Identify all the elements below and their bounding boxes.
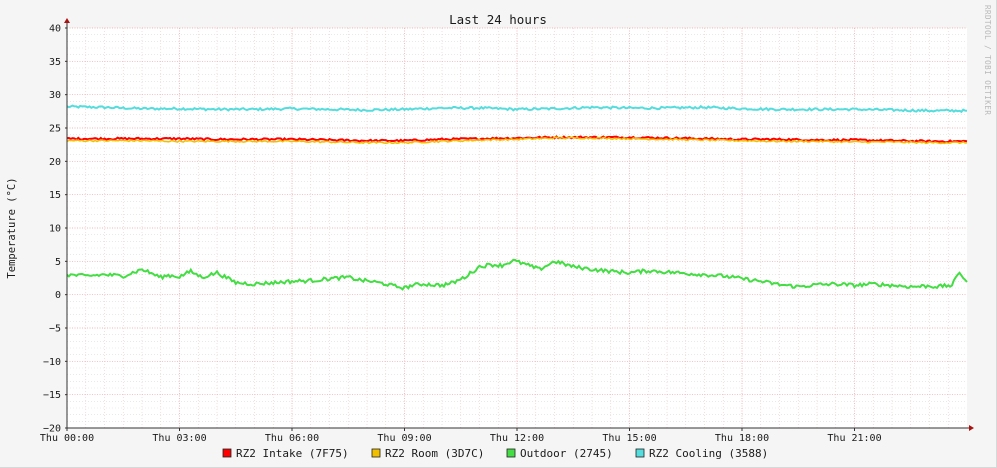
x-tick-label: Thu 12:00 <box>490 433 544 444</box>
y-axis-arrow <box>64 18 70 23</box>
legend-swatch[interactable] <box>506 448 516 458</box>
y-tick-label: 40 <box>49 24 61 35</box>
y-tick-label: 10 <box>49 224 61 235</box>
legend-label[interactable]: RZ2 Room (3D7C) <box>385 447 484 460</box>
x-tick-label: Thu 03:00 <box>152 433 206 444</box>
x-tick-label: Thu 18:00 <box>715 433 769 444</box>
legend-label[interactable]: RZ2 Cooling (3588) <box>649 447 768 460</box>
y-tick-label: 20 <box>49 157 61 168</box>
x-tick-label: Thu 00:00 <box>40 433 94 444</box>
y-tick-label: 15 <box>49 190 61 201</box>
y-tick-label: 35 <box>49 57 61 68</box>
legend: RZ2 Intake (7F75) RZ2 Room (3D7C) Outdoor … <box>222 447 768 460</box>
y-tick-labels: 40 35 30 25 20 15 10 5 0 −5 −10 −15 −20 <box>43 24 61 435</box>
legend-swatch[interactable] <box>371 448 381 458</box>
y-tick-label: 0 <box>55 290 61 301</box>
series-line-3 <box>66 104 968 114</box>
y-tick-label: 25 <box>49 124 61 135</box>
y-tick-label: −20 <box>43 424 61 435</box>
series-layer <box>66 104 968 291</box>
x-tick-label: Thu 21:00 <box>827 433 881 444</box>
chart-title: Last 24 hours <box>449 12 547 27</box>
y-tick-label: −15 <box>43 390 61 401</box>
legend-swatch[interactable] <box>222 448 232 458</box>
series-line-1 <box>66 136 968 145</box>
y-tick-label: 5 <box>55 257 61 268</box>
legend-label[interactable]: RZ2 Intake (7F75) <box>236 447 349 460</box>
x-tick-label: Thu 15:00 <box>602 433 656 444</box>
legend-label[interactable]: Outdoor (2745) <box>520 447 613 460</box>
y-tick-label: 30 <box>49 90 61 101</box>
legend-swatch[interactable] <box>635 448 645 458</box>
x-axis-arrow <box>969 425 974 431</box>
x-tick-label: Thu 06:00 <box>265 433 319 444</box>
x-tick-label: Thu 09:00 <box>377 433 431 444</box>
major-grid <box>67 27 967 428</box>
series-line-2 <box>66 258 968 291</box>
y-tick-label: −5 <box>49 324 61 335</box>
rrdtool-watermark: RRDTOOL / TOBI OETIKER <box>983 5 992 115</box>
series-line-0 <box>66 135 968 144</box>
y-tick-label: −10 <box>43 357 61 368</box>
axes <box>64 18 974 431</box>
y-axis-label: Temperature (°C) <box>6 177 18 278</box>
x-tick-labels: Thu 00:00 Thu 03:00 Thu 06:00 Thu 09:00 Thu … <box>40 433 882 444</box>
